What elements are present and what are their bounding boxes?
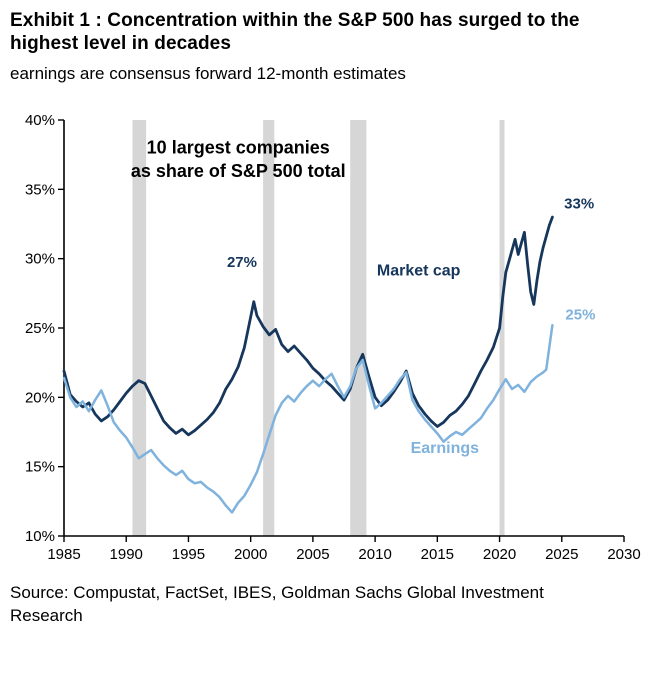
x-tick-label: 1990 <box>110 546 143 563</box>
y-tick-label: 35% <box>25 181 55 198</box>
annotation-10-largest-companies: 10 largest companies <box>147 137 330 157</box>
x-tick-label: 2000 <box>234 546 267 563</box>
exhibit-subtitle: earnings are consensus forward 12-month … <box>10 63 406 83</box>
annotation-33: 33% <box>564 195 594 212</box>
series-line-earnings <box>62 323 554 514</box>
y-tick-label: 40% <box>25 112 55 129</box>
y-tick-label: 15% <box>25 458 55 475</box>
recession-band <box>350 119 367 536</box>
x-tick-label: 2020 <box>483 546 516 563</box>
exhibit-page: Exhibit 1 : Concentration within the S&P… <box>10 10 650 625</box>
source-note: Source: Compustat, FactSet, IBES, Goldma… <box>10 582 544 625</box>
recession-band <box>132 119 147 536</box>
annotation-market-cap: Market cap <box>377 262 461 279</box>
annotation-27: 27% <box>227 254 257 271</box>
x-tick-label: 2010 <box>358 546 391 563</box>
x-tick-label: 2015 <box>421 546 454 563</box>
recession-band <box>499 119 505 536</box>
exhibit-title: Exhibit 1 : Concentration within the S&P… <box>10 10 580 54</box>
concentration-chart-svg: 10% 15% 20% 25% 30% 35% 40% 1985 1990 1995 2000 200… <box>25 112 641 563</box>
recession-band <box>263 119 275 536</box>
y-tick-label: 10% <box>25 528 55 545</box>
x-tick-label: 2030 <box>607 546 640 563</box>
x-tick-label: 1985 <box>47 546 80 563</box>
annotation-earnings: Earnings <box>411 439 480 456</box>
chart-figure: 10% 15% 20% 25% 30% 35% 40% 1985 1990 1995 2000 200… <box>10 110 650 572</box>
x-tick-label: 1995 <box>172 546 205 563</box>
y-tick-label: 20% <box>25 389 55 406</box>
annotation-as-share-of-s-p-500-total: as share of S&P 500 total <box>131 160 346 180</box>
y-tick-label: 30% <box>25 250 55 267</box>
y-tick-label: 25% <box>25 320 55 337</box>
annotation-25: 25% <box>565 306 595 323</box>
x-tick-label: 2005 <box>296 546 329 563</box>
x-tick-label: 2025 <box>545 546 578 563</box>
